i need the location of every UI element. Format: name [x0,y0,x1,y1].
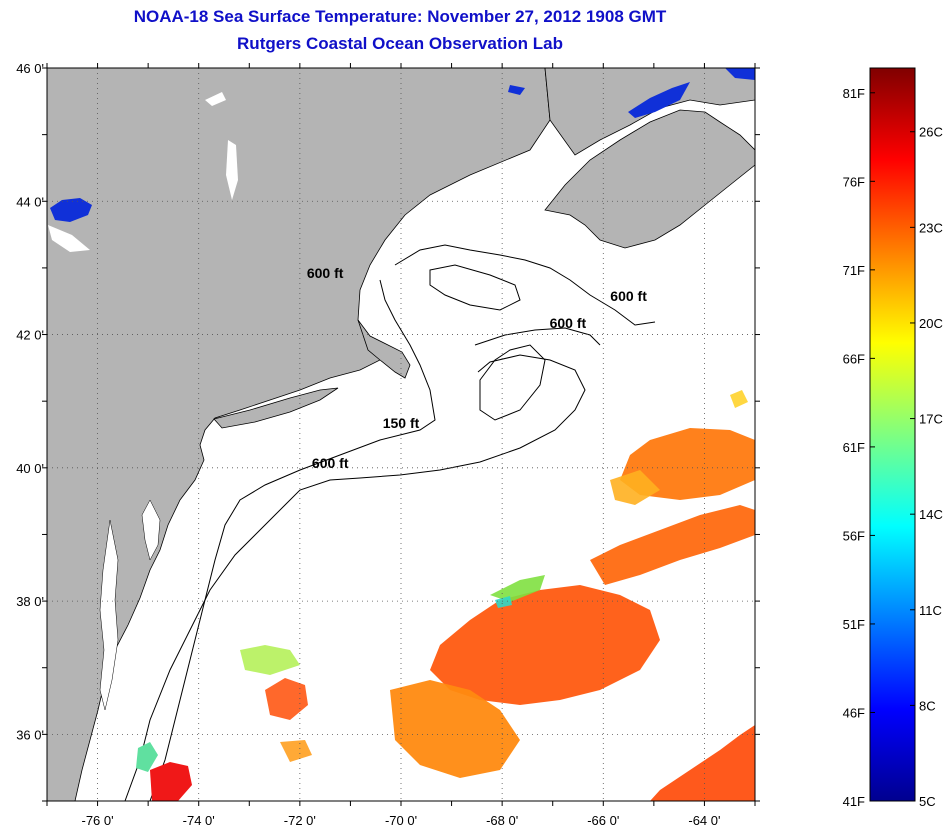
contour-labels: 600 ft 600 ft 600 ft 150 ft 600 ft [307,265,647,471]
sst-patch-west-ring [265,678,308,720]
colorbar-c-label: 20C [919,316,943,331]
sst-patch-central-south [390,680,520,778]
colorbar-fahrenheit-labels: 81F 76F 71F 66F 61F 56F 51F 46F 41F [843,86,875,809]
chesapeake-bay [99,519,119,711]
contour-label: 150 ft [383,415,420,431]
sst-patch-southwest-small [280,740,312,762]
colorbar-f-label: 51F [843,617,865,632]
x-tick-label: -74 0' [183,813,215,828]
sst-patch-gulfstream-ne-edge [610,470,660,505]
x-tick-label: -68 0' [486,813,518,828]
x-tick-label: -76 0' [82,813,114,828]
x-tick-label: -66 0' [587,813,619,828]
contour-600ft-georges [474,327,601,346]
contour-600ft-gulf-of-maine [394,244,656,326]
x-axis: -76 0' -74 0' -72 0' -70 0' -68 0' -66 0' -64 … [46,63,756,828]
delaware-bay [141,499,161,561]
contour-label: 600 ft [312,455,349,471]
y-tick-label: 44 0' [16,194,44,209]
y-tick-label: 36 0' [16,727,44,742]
colorbar-c-label: 26C [919,125,943,140]
colorbar-c-label: 14C [919,507,943,522]
y-axis: 46 0' 44 0' 42 0' 40 0' 38 0' 36 0' [16,61,760,802]
sst-patch-cape-hatteras [150,762,192,801]
nova-scotia-land [544,109,755,249]
sst-patch-gulfstream-ne [620,428,755,500]
x-tick-label: -64 0' [688,813,720,828]
colorbar-c-label: 5C [919,794,936,809]
lake-east [628,82,690,118]
lake-white-2 [48,225,90,252]
lake-north [508,85,525,95]
y-tick-label: 42 0' [16,328,44,343]
contour-150ft [149,279,436,801]
contour-georges-bank [479,344,546,421]
y-tick-label: 38 0' [16,594,44,609]
colorbar-f-label: 56F [843,528,865,543]
sst-patch-central [430,585,660,705]
map-title: NOAA-18 Sea Surface Temperature: Novembe… [133,7,667,26]
colorbar-f-label: 41F [843,794,865,809]
contour-label: 600 ft [307,265,344,281]
sst-data [136,390,755,801]
x-tick-label: -72 0' [284,813,316,828]
sst-patch-cyan [495,596,512,608]
sst-patch-cool-green [490,575,545,602]
lake-ontario-east [50,198,92,222]
colorbar-c-label: 11C [919,603,942,618]
colorbar-f-label: 66F [843,351,865,366]
sst-patch-mid-band [590,505,755,585]
long-island-land [213,387,339,429]
lake-champlain [226,140,238,200]
contour-gulf-basin [429,264,521,311]
colorbar [869,67,916,802]
contour-label: 600 ft [610,288,647,304]
lake-white-1 [205,92,226,106]
map-subtitle: Rutgers Coastal Ocean Observation Lab [237,34,563,53]
colorbar-f-label: 76F [843,174,865,189]
bathymetry-contours [124,244,656,801]
cape-cod-land [357,319,411,379]
colorbar-c-label: 17C [919,412,943,427]
y-tick-label: 40 0' [16,461,44,476]
colorbar-f-label: 81F [843,86,865,101]
colorbar-c-label: 8C [919,698,936,713]
colorbar-f-label: 61F [843,440,865,455]
y-tick-label: 46 0' [16,61,44,76]
sst-patch-north-edge [730,390,748,408]
lake-ne-corner [725,68,755,80]
map-gridlines [47,68,755,801]
colorbar-celsius-labels: 26C 23C 20C 17C 14C 11C 8C 5C [910,125,943,809]
colorbar-f-label: 46F [843,705,865,720]
colorbar-f-label: 71F [843,263,865,278]
sst-patch-cape-hatteras-cool [136,742,158,772]
colorbar-c-label: 23C [919,220,943,235]
sst-patch-southeast [650,725,755,801]
x-tick-label: -70 0' [385,813,417,828]
contour-label: 600 ft [550,315,587,331]
contour-600ft-shelf-break [124,354,586,801]
sst-patch-west-green [240,645,300,675]
